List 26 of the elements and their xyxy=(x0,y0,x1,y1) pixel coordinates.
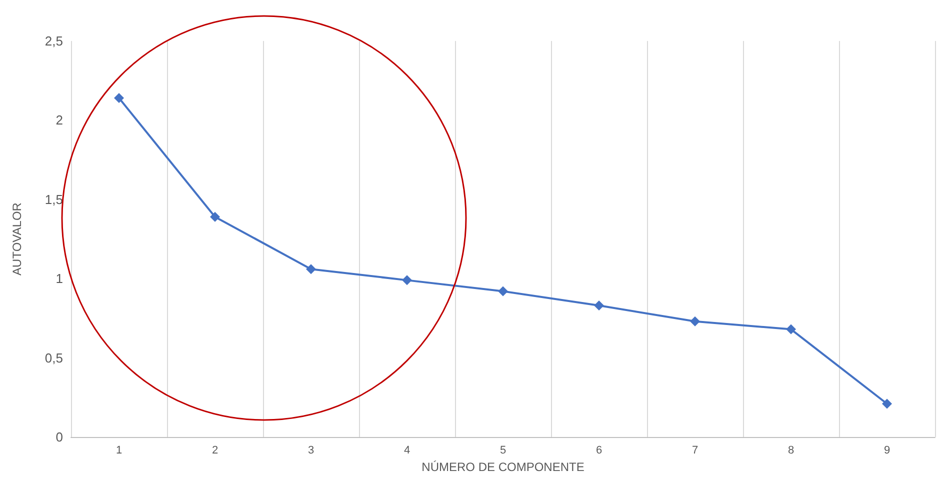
point xyxy=(114,93,124,104)
x-tick-label: 4 xyxy=(404,444,410,456)
point xyxy=(402,275,412,286)
point xyxy=(594,300,604,311)
y-tick-label: 0,5 xyxy=(44,350,63,366)
x-axis-title: NÚMERO DE COMPONENTE xyxy=(422,460,584,474)
x-tick-label: 8 xyxy=(788,444,794,456)
x-tick-label: 1 xyxy=(116,444,122,456)
y-tick-label: 1,5 xyxy=(44,192,63,207)
point xyxy=(882,398,892,409)
x-tick-label: 5 xyxy=(500,444,506,456)
x-tick-label: 7 xyxy=(692,444,698,456)
y-axis-title: AUTOVALOR xyxy=(10,202,24,276)
x-tick-label: 9 xyxy=(884,444,890,456)
point xyxy=(306,264,316,274)
x-tick-label: 3 xyxy=(308,444,314,456)
point xyxy=(210,212,220,222)
y-tick-label: 0 xyxy=(56,430,63,444)
x-tick-label: 2 xyxy=(212,444,218,456)
point xyxy=(690,316,700,326)
y-tick-label: 2,5 xyxy=(44,34,63,48)
point xyxy=(786,324,796,334)
x-tick-label: 6 xyxy=(596,444,602,456)
point xyxy=(498,286,508,296)
y-tick-label: 1 xyxy=(56,271,63,286)
y-tick-label: 2 xyxy=(56,112,63,128)
